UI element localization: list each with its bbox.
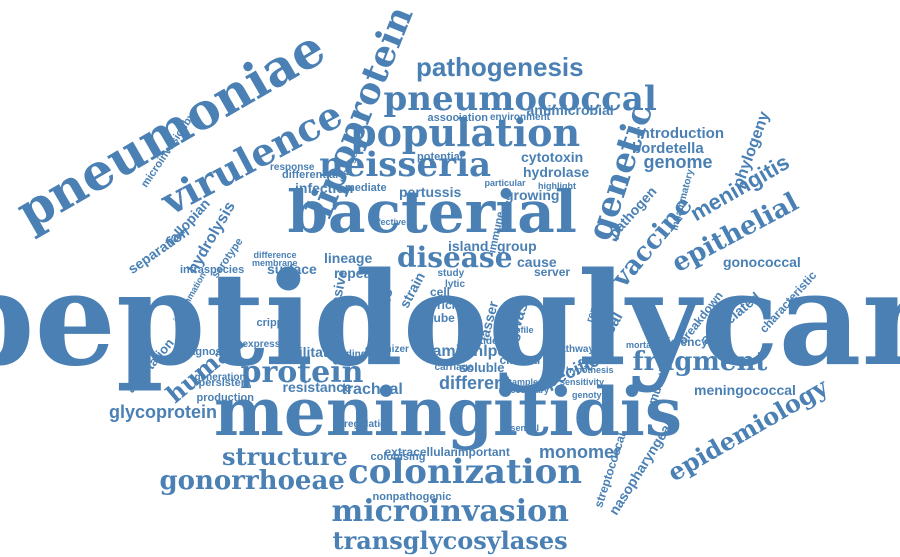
word-important: important xyxy=(454,445,510,459)
word-response: response xyxy=(270,162,315,173)
word-population: population xyxy=(350,110,581,155)
word-repeat: repeat xyxy=(334,265,377,281)
word-bordetella: bordetella xyxy=(632,139,704,157)
word-neisseria: neisseria xyxy=(319,145,492,185)
word-gonorrhoeae: gonorrhoeae xyxy=(159,466,345,496)
word-association: association xyxy=(427,111,489,124)
word-hypothesis: hypothesis xyxy=(566,364,614,375)
word-intraspecies: intraspecies xyxy=(180,263,245,276)
word-surface: surface xyxy=(267,261,317,277)
word-monomer: monomer xyxy=(539,442,622,462)
word-necessary: necessary xyxy=(505,384,550,395)
word-genotype: genotype xyxy=(572,389,613,400)
word-cause: cause xyxy=(517,254,557,270)
word-expression: expression xyxy=(242,339,296,350)
word-cell: cell xyxy=(430,285,451,299)
word-profile: profile xyxy=(506,324,534,335)
word-facilitate: facilitate xyxy=(278,344,336,360)
word-production: production xyxy=(196,391,254,404)
word-mediate: mediate xyxy=(345,181,387,194)
word-potential: potential xyxy=(417,150,463,163)
word-highlight: highlight xyxy=(538,180,576,191)
word-antimicrobial: antimicrobial xyxy=(526,102,614,118)
word-essential: essential xyxy=(500,422,540,433)
word-difference: difference xyxy=(253,249,297,260)
word-efficiency: efficiency xyxy=(652,335,708,349)
word-microinvasion: microinvasion xyxy=(331,494,569,529)
word-growing: growing xyxy=(505,187,560,203)
word-pathogenesis: pathogenesis xyxy=(416,52,584,82)
word-different: different xyxy=(439,373,511,393)
word-cytotoxin: cytotoxin xyxy=(521,149,584,165)
word-example: example xyxy=(502,376,539,387)
word-pertussis: pertussis xyxy=(399,184,462,200)
word-generation: generation xyxy=(194,372,246,383)
word-mortality: mortality xyxy=(626,339,665,350)
word-island: island xyxy=(448,238,489,254)
word-differential: differential xyxy=(282,168,339,181)
word-clinical: clinical xyxy=(499,353,541,367)
word-bacterial: bacterial xyxy=(287,178,577,246)
word-tube: tube xyxy=(429,311,455,325)
word-crippled: crippled xyxy=(256,316,300,329)
word-meningococcal: meningococcal xyxy=(694,382,796,398)
word-colonising: colonising xyxy=(370,450,426,463)
word-infection: infection xyxy=(295,180,354,196)
word-introduction: introduction xyxy=(636,124,724,142)
word-server: server xyxy=(534,265,571,279)
word-meningitidis: meningitidis xyxy=(214,373,683,451)
word-pathway: pathway xyxy=(554,344,595,355)
word-peptide: peptide xyxy=(462,336,498,347)
word-peptidoglycan: peptidoglycan xyxy=(0,245,900,395)
word-colonizer: colonizer xyxy=(365,344,409,355)
word-particular: particular xyxy=(484,177,526,188)
word-regulation: regulation xyxy=(344,419,393,430)
word-diagnostic: diagnostic xyxy=(179,345,235,358)
word-rich: rich xyxy=(437,298,460,312)
word-disease: disease xyxy=(397,241,513,274)
word-structure: structure xyxy=(222,442,348,471)
word-fragment: fragment xyxy=(632,347,768,377)
word-transglycosylases: transglycosylases xyxy=(332,526,568,555)
word-persistent: persistent xyxy=(198,376,252,389)
word-carriage: carriage xyxy=(434,362,474,373)
word-tracheal: tracheal xyxy=(341,381,403,398)
word-study: study xyxy=(437,268,465,279)
word-glycoprotein: glycoprotein xyxy=(109,402,218,422)
word-nonpathogenic: nonpathogenic xyxy=(372,490,452,503)
word-gonococcal: gonococcal xyxy=(723,254,801,270)
word-hydrolase: hydrolase xyxy=(523,164,590,180)
word-membrane: membrane xyxy=(252,257,298,268)
word-pneumococcal: pneumococcal xyxy=(383,79,657,119)
word-extracellular: extracellular xyxy=(384,445,456,459)
word-resistance: resistance xyxy=(282,379,352,395)
word-lytic: lytic xyxy=(445,279,466,290)
word-amic-nlpd: amic nlpd xyxy=(432,343,508,360)
word-soluble: soluble xyxy=(459,359,505,375)
word-environment: environment xyxy=(490,112,551,123)
word-genome: genome xyxy=(643,152,713,172)
word-sensitivity: sensitivity xyxy=(560,376,605,387)
word-effective: effective xyxy=(369,216,407,227)
word-lineage: lineage xyxy=(324,250,373,266)
word-group: group xyxy=(497,238,537,254)
word-finding: finding xyxy=(333,349,367,360)
word-protein: protein xyxy=(240,355,364,390)
word-colonization: colonization xyxy=(348,452,582,492)
